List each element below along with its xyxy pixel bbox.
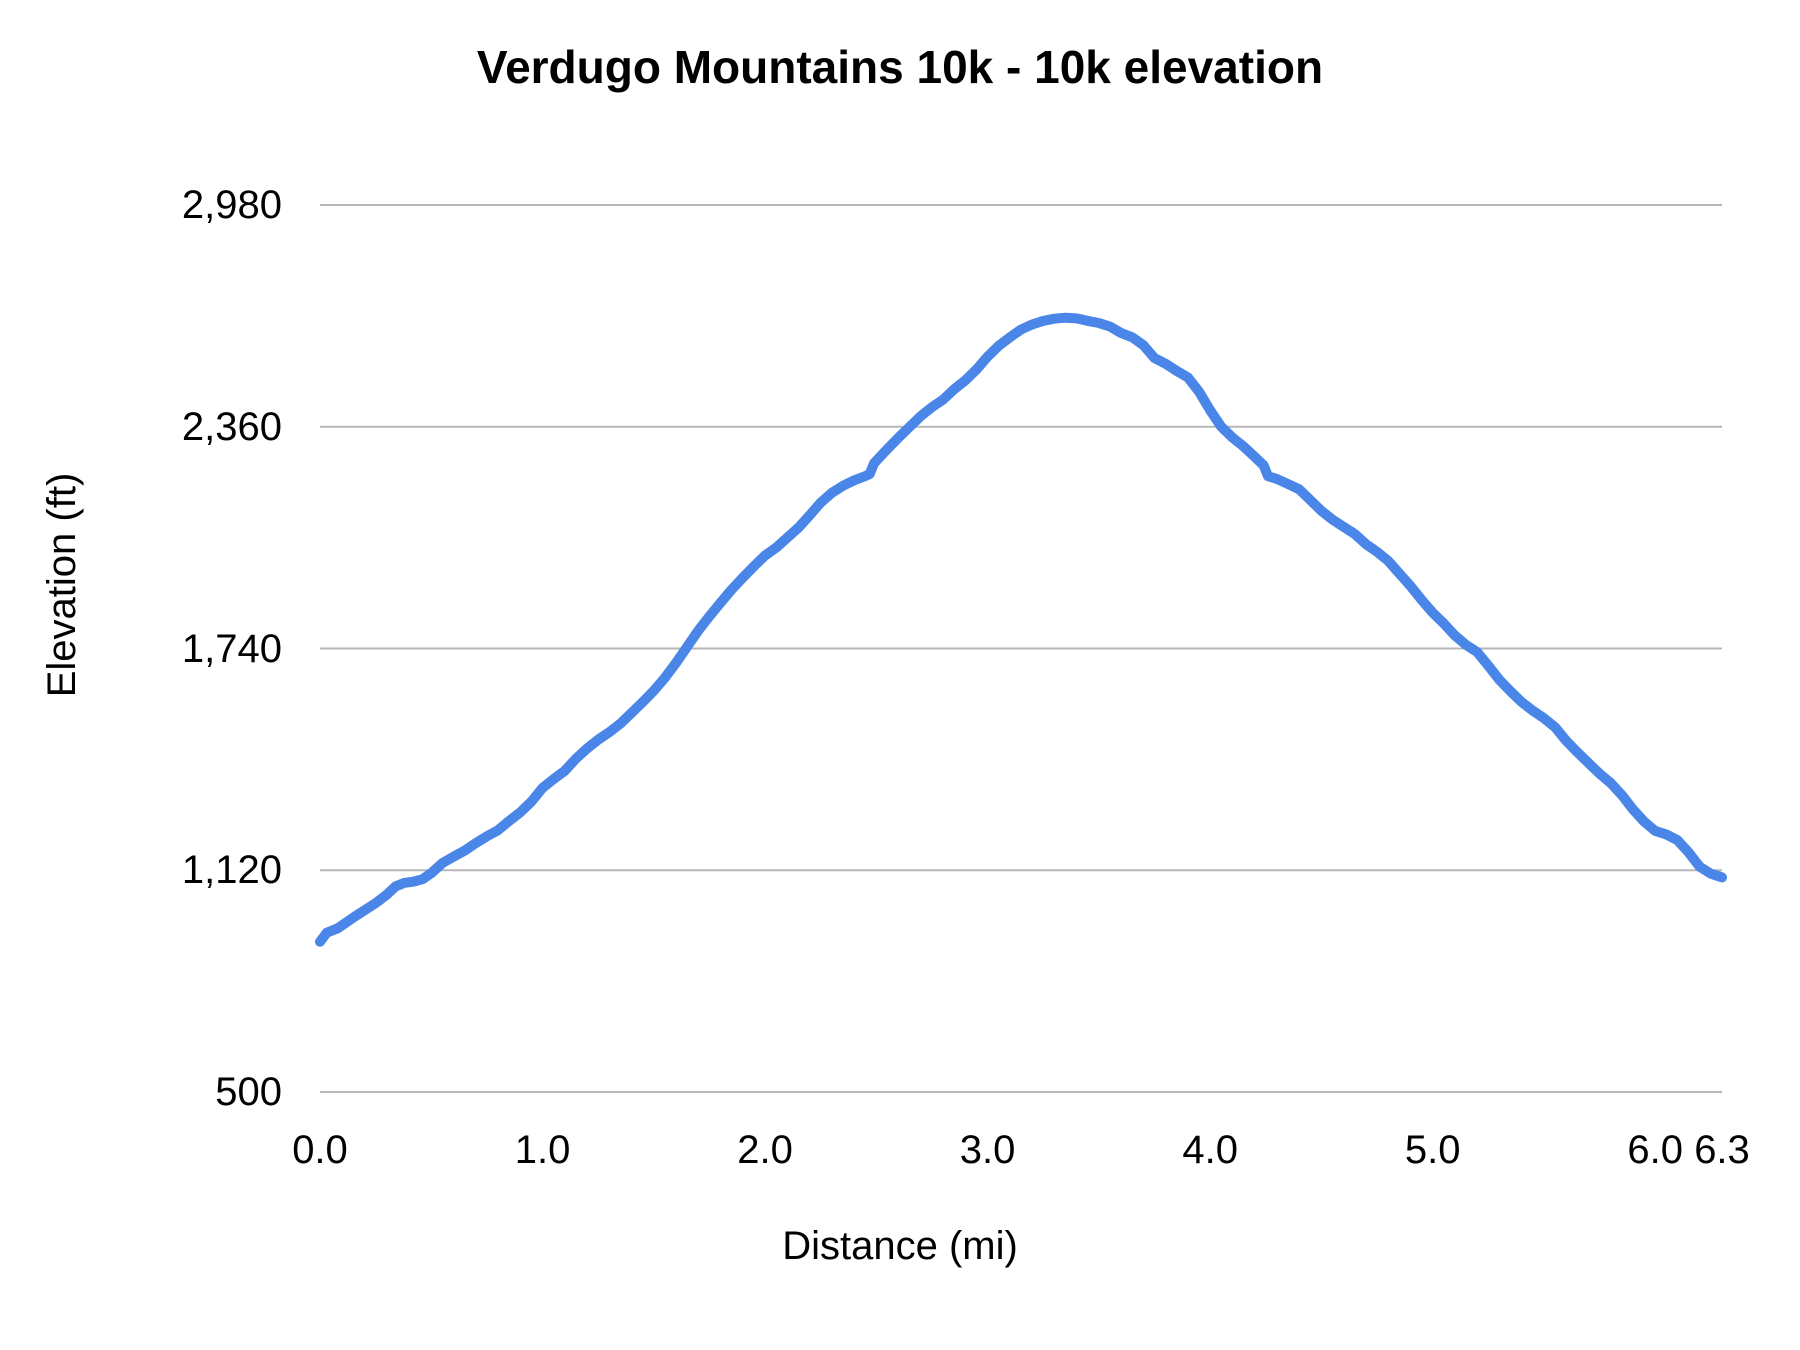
y-tick-label-1740: 1,740 xyxy=(181,626,282,671)
y-tick-label-500: 500 xyxy=(215,1070,282,1114)
y-axis-title: Elevation (ft) xyxy=(40,472,84,698)
x-tick-label-2.0: 2.0 xyxy=(737,1128,793,1172)
x-tick-label-4.0: 4.0 xyxy=(1182,1128,1238,1172)
y-tick-label-1120: 1,120 xyxy=(181,848,282,893)
y-tick-label-2360: 2,360 xyxy=(181,404,282,449)
y-tick-label-2980: 2,980 xyxy=(181,183,282,227)
chart-title: Verdugo Mountains 10k - 10k elevation xyxy=(476,41,1324,93)
gridlines xyxy=(320,204,1722,1093)
x-tick-label-6.0: 6.0 xyxy=(1627,1128,1684,1172)
x-tick-label-3.0: 3.0 xyxy=(959,1128,1016,1172)
x-tick-label-1.0: 1.0 xyxy=(514,1128,571,1172)
elevation-series-line xyxy=(315,312,1727,947)
x-tick-label-0.0: 0.0 xyxy=(292,1128,348,1172)
x-tick-label-5.0: 5.0 xyxy=(1404,1128,1461,1172)
x-axis-title: Distance (mi) xyxy=(782,1224,1018,1268)
x-tick-label-6.3: 6.3 xyxy=(1694,1128,1750,1172)
